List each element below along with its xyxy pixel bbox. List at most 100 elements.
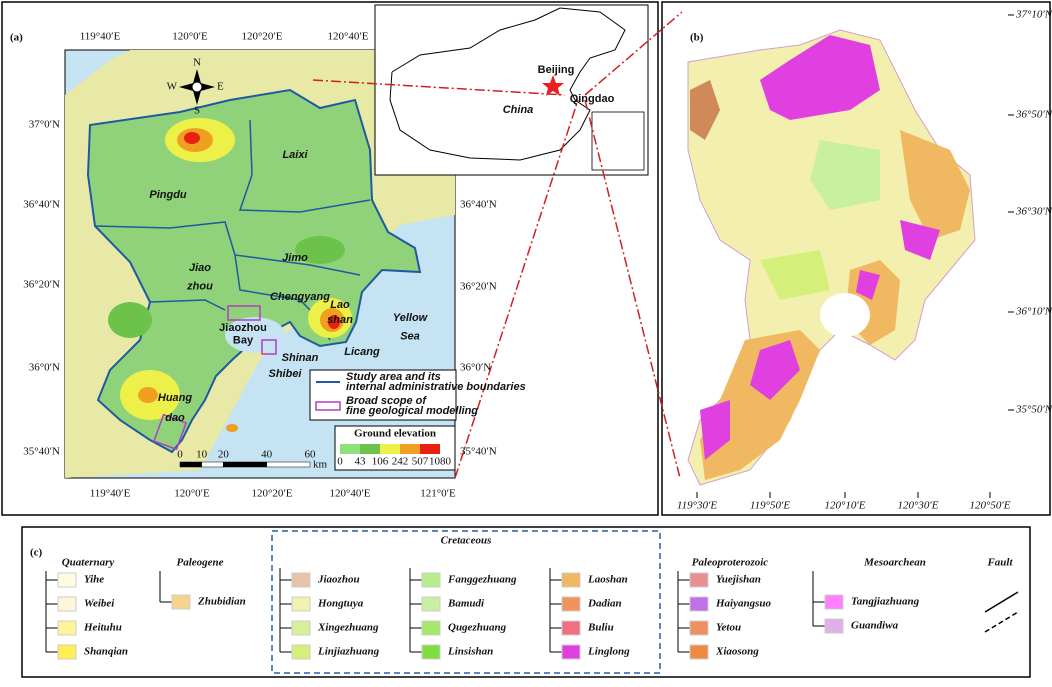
lon-label: 120°50′E	[969, 500, 1010, 512]
unit-label: Buliu	[587, 622, 614, 634]
lat-label: 35°40′N	[23, 446, 60, 458]
legend-swatch	[561, 620, 581, 636]
lon-label: 120°0′E	[172, 31, 208, 43]
place-label: Laixi	[282, 149, 308, 161]
legend-swatch	[57, 620, 77, 636]
elevation-label: 507	[412, 456, 429, 468]
lon-label: 120°30′E	[897, 500, 938, 512]
place-label: Shinan	[282, 352, 319, 364]
unit-label: Heituhu	[83, 622, 122, 634]
country-label: China	[503, 104, 534, 116]
elevation-swatch	[380, 444, 400, 454]
inset-map	[374, 4, 649, 176]
place-label: shan	[327, 314, 353, 326]
lon-label: 119°50′E	[750, 500, 790, 512]
lat-label: 36°40′N	[460, 199, 497, 211]
panel-frame	[21, 526, 1031, 678]
elevation-label: 106	[372, 456, 389, 468]
group-box	[271, 530, 661, 674]
elevation-swatch	[360, 444, 380, 454]
lon-label: 121°0′E	[420, 488, 456, 500]
elevation-label: 1080	[429, 456, 452, 468]
compass-label: S	[194, 105, 200, 117]
lon-label: 120°0′E	[174, 488, 210, 500]
panel-label: (c)	[30, 547, 43, 559]
scale-segment	[179, 461, 202, 468]
unit-label: Weibei	[84, 598, 115, 610]
unit-label: Zhubidian	[197, 596, 246, 608]
place-label: Jiao	[189, 262, 211, 274]
legend-swatch	[315, 401, 341, 411]
elevation-swatch	[420, 444, 440, 454]
legend-swatch	[689, 572, 709, 588]
scale-label: 10	[196, 449, 208, 461]
compass-label: N	[193, 57, 201, 69]
legend-swatch	[421, 644, 441, 660]
place-label: Sea	[400, 331, 420, 343]
scale-label: 60	[305, 449, 317, 461]
lon-label: 119°40′E	[90, 488, 131, 500]
unit-label: Yuejishan	[716, 574, 761, 586]
place-label: Jiaozhou	[219, 322, 267, 334]
unit-label: Xiaosong	[715, 646, 759, 658]
legend-swatch	[824, 594, 844, 610]
lat-label: 35°40′N	[460, 446, 497, 458]
place-label: Huang	[158, 392, 193, 404]
group-title: Quaternary	[62, 557, 115, 569]
unit-label: Linglong	[587, 646, 630, 658]
place-label: Jimo	[282, 252, 308, 264]
unit-label: Jiaozhou	[317, 574, 360, 586]
lat-label: 36°10′N	[1015, 306, 1052, 318]
unit-label: Xingezhuang	[317, 622, 379, 634]
panel-label: (b)	[690, 32, 704, 44]
unit-label: Linjiazhuang	[317, 646, 380, 658]
unit-label: Fanggezhuang	[447, 574, 517, 586]
lon-label: 119°30′E	[677, 500, 717, 512]
elevation-swatch	[340, 444, 360, 454]
group-title: Paleoproterozoic	[692, 557, 768, 569]
legend-swatch	[421, 572, 441, 588]
legend-swatch	[57, 572, 77, 588]
unit-label: Yihe	[84, 574, 104, 586]
legend-label: Broad scope of fine geological modelling	[346, 395, 478, 417]
legend-swatch	[561, 572, 581, 588]
unit-label: Linsishan	[447, 646, 493, 658]
legend-swatch	[689, 596, 709, 612]
compass-label: W	[167, 81, 178, 93]
legend-box	[309, 369, 457, 421]
legend-swatch	[689, 620, 709, 636]
place-label: Licang	[344, 346, 380, 358]
place-label: Yellow	[393, 312, 429, 324]
unit-label: Dadian	[587, 598, 622, 610]
elevation-label: 242	[392, 456, 409, 468]
unit-label: Bamudi	[447, 598, 485, 610]
lat-label: 36°0′N	[29, 362, 60, 374]
scale-segment	[201, 461, 224, 468]
group-title: Fault	[986, 557, 1013, 569]
scale-unit: km	[313, 459, 328, 471]
place-label: Chengyang	[270, 291, 330, 303]
elevation-label: 43	[355, 456, 367, 468]
lon-label: 120°10′E	[824, 500, 865, 512]
scale-label: 40	[261, 449, 273, 461]
lon-label: 120°40′E	[327, 31, 368, 43]
scale-segment	[223, 461, 267, 468]
lat-label: 35°50′N	[1015, 404, 1052, 416]
scale-segment	[266, 461, 311, 468]
legend-swatch	[291, 596, 311, 612]
legend-swatch	[421, 620, 441, 636]
place-label: Lao	[330, 299, 350, 311]
unit-label: Qugezhuang	[448, 622, 507, 634]
legend-swatch	[291, 572, 311, 588]
lat-label: 37°10′N	[1015, 9, 1052, 21]
group-title: Mesoarchean	[863, 557, 926, 569]
lat-label: 36°20′N	[460, 281, 497, 293]
lon-label: 120°20′E	[241, 31, 282, 43]
place-label: zhou	[186, 281, 213, 293]
panel-label: (a)	[10, 32, 23, 44]
legend-swatch	[171, 594, 191, 610]
place-label: Shibei	[268, 368, 302, 380]
legend-swatch	[561, 596, 581, 612]
unit-label: Haiyangsuo	[715, 598, 772, 610]
